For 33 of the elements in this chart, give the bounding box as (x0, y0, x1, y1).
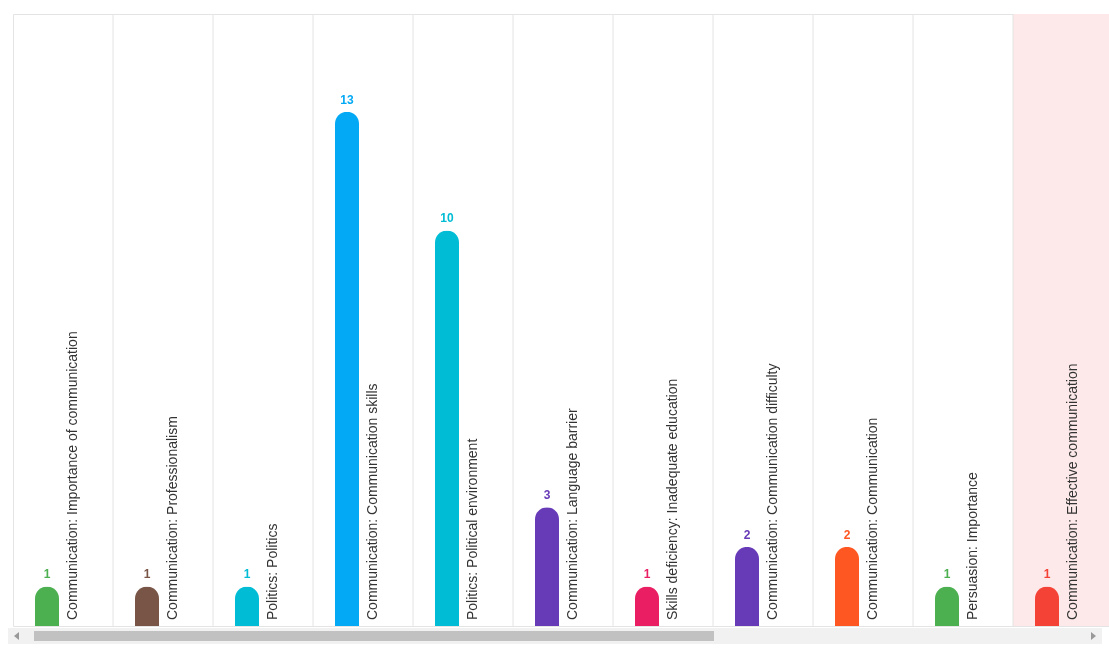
x-tick-label: Skills deficiency: Inadequate education (664, 378, 680, 620)
data-label: 1 (243, 567, 251, 582)
x-tick-label: Communication: Communication (864, 417, 880, 620)
x-tick-label: Communication: Professionalism (164, 416, 180, 620)
x-tick-label: Communication: Communication skills (364, 383, 380, 620)
x-tick-label: Politics: Political environment (464, 438, 480, 620)
x-tick-label: Communication: Effective communication (1064, 363, 1080, 620)
data-label: 2 (843, 527, 851, 542)
bar (835, 546, 859, 626)
data-label: 3 (543, 488, 551, 503)
x-tick-label: Persuasion: Importance (964, 471, 980, 620)
x-tick-label: Communication: Communication difficulty (764, 363, 780, 620)
data-label: 1 (643, 567, 651, 582)
bar (235, 586, 259, 626)
x-tick-label: Politics: Politics (264, 523, 280, 620)
bar (135, 586, 159, 626)
data-label: 1 (943, 567, 951, 582)
bar (535, 507, 559, 626)
bar (935, 586, 959, 626)
bar (35, 586, 59, 626)
data-label: 1 (1043, 567, 1051, 582)
bar (435, 230, 459, 626)
x-tick-label: Communication: Language barrier (564, 407, 580, 620)
bar (335, 111, 359, 626)
data-label: 1 (43, 567, 51, 582)
bar (1035, 586, 1059, 626)
data-label: 2 (743, 527, 751, 542)
bar (735, 546, 759, 626)
data-label: 10 (440, 211, 454, 226)
x-tick-label: Communication: Importance of communication (64, 331, 80, 620)
data-label: 13 (340, 92, 354, 107)
bar (635, 586, 659, 626)
data-label: 1 (143, 567, 151, 582)
